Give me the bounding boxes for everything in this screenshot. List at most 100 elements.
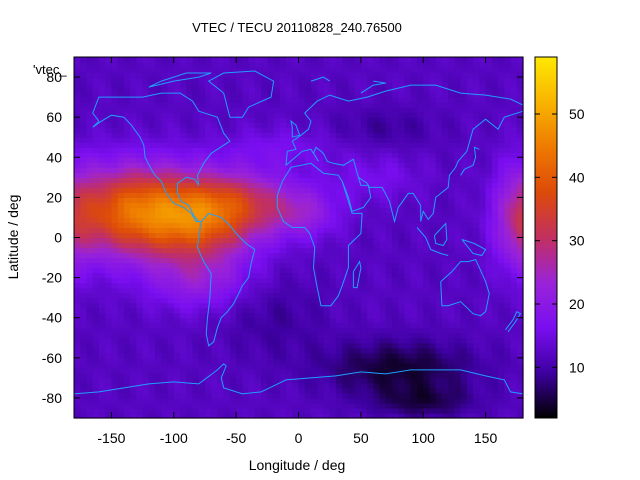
heatmap-cell bbox=[211, 382, 219, 389]
heatmap-cell bbox=[261, 127, 268, 133]
heatmap-cell bbox=[279, 352, 287, 359]
heatmap-cell bbox=[292, 342, 300, 349]
heatmap-cell bbox=[423, 177, 431, 183]
heatmap-cell bbox=[105, 172, 113, 178]
heatmap-cell bbox=[298, 152, 306, 158]
heatmap-cell bbox=[286, 317, 293, 324]
heatmap-cell bbox=[441, 117, 449, 123]
heatmap-cell bbox=[254, 407, 262, 414]
heatmap-cell bbox=[111, 62, 119, 68]
heatmap-cell bbox=[317, 352, 325, 359]
heatmap-cell bbox=[229, 362, 237, 369]
heatmap-cell bbox=[186, 312, 194, 319]
heatmap-cell bbox=[473, 122, 480, 128]
heatmap-cell bbox=[329, 232, 337, 239]
heatmap-cell bbox=[136, 97, 144, 103]
heatmap-cell bbox=[204, 217, 212, 224]
heatmap-cell bbox=[180, 317, 187, 324]
heatmap-cell bbox=[310, 262, 318, 269]
heatmap-cell bbox=[211, 242, 219, 249]
heatmap-cell bbox=[98, 242, 106, 249]
heatmap-cell bbox=[273, 207, 281, 214]
heatmap-cell bbox=[123, 302, 131, 309]
heatmap-cell bbox=[404, 87, 412, 93]
heatmap-cell bbox=[130, 377, 137, 384]
heatmap-cell bbox=[304, 362, 312, 369]
heatmap-cell bbox=[192, 342, 200, 349]
heatmap-cell bbox=[273, 122, 281, 128]
heatmap-cell bbox=[123, 267, 131, 274]
heatmap-cell bbox=[279, 57, 287, 63]
heatmap-cell bbox=[329, 147, 337, 153]
heatmap-cell bbox=[148, 382, 156, 389]
heatmap-cell bbox=[466, 172, 474, 178]
heatmap-cell bbox=[323, 307, 331, 314]
heatmap-cell bbox=[248, 227, 256, 234]
heatmap-cell bbox=[186, 247, 194, 254]
heatmap-cell bbox=[310, 232, 318, 239]
heatmap-cell bbox=[123, 117, 131, 123]
heatmap-cell bbox=[416, 382, 424, 389]
heatmap-cell bbox=[105, 277, 113, 284]
heatmap-cell bbox=[74, 142, 81, 148]
heatmap-cell bbox=[335, 322, 343, 329]
heatmap-cell bbox=[335, 392, 343, 399]
heatmap-cell bbox=[485, 62, 493, 68]
heatmap-cell bbox=[460, 352, 468, 359]
heatmap-cell bbox=[74, 247, 81, 254]
heatmap-cell bbox=[186, 212, 194, 219]
heatmap-cell bbox=[267, 137, 275, 143]
heatmap-cell bbox=[217, 292, 225, 299]
heatmap-cell bbox=[354, 362, 362, 369]
heatmap-cell bbox=[286, 117, 293, 123]
heatmap-cell bbox=[92, 232, 100, 239]
heatmap-cell bbox=[385, 162, 393, 168]
heatmap-cell bbox=[466, 122, 474, 128]
heatmap-cell bbox=[111, 367, 119, 374]
heatmap-cell bbox=[74, 347, 81, 354]
heatmap-cell bbox=[204, 392, 212, 399]
heatmap-cell bbox=[373, 167, 381, 173]
heatmap-cell bbox=[379, 382, 387, 389]
heatmap-cell bbox=[86, 232, 94, 239]
heatmap-cell bbox=[441, 292, 449, 299]
heatmap-cell bbox=[491, 212, 499, 219]
heatmap-cell bbox=[298, 182, 306, 188]
heatmap-cell bbox=[317, 192, 325, 198]
heatmap-cell bbox=[385, 347, 393, 354]
heatmap-cell bbox=[123, 197, 131, 203]
heatmap-cell bbox=[460, 347, 468, 354]
heatmap-cell bbox=[167, 252, 175, 259]
heatmap-cell bbox=[460, 402, 468, 409]
heatmap-cell bbox=[360, 102, 368, 108]
heatmap-cell bbox=[267, 167, 275, 173]
heatmap-cell bbox=[204, 377, 212, 384]
heatmap-cell bbox=[466, 62, 474, 68]
heatmap-cell bbox=[392, 157, 399, 163]
heatmap-cell bbox=[80, 272, 88, 279]
heatmap-cell bbox=[485, 397, 493, 404]
heatmap-cell bbox=[298, 192, 306, 198]
heatmap-cell bbox=[86, 112, 94, 118]
heatmap-cell bbox=[217, 57, 225, 63]
heatmap-cell bbox=[229, 202, 237, 209]
heatmap-cell bbox=[155, 282, 162, 289]
heatmap-cell bbox=[155, 257, 162, 264]
heatmap-cell bbox=[254, 252, 262, 259]
chart-title: VTEC / TECU 20110828_240.76500 bbox=[192, 20, 402, 35]
heatmap-cell bbox=[242, 302, 250, 309]
heatmap-cell bbox=[273, 352, 281, 359]
heatmap-cell bbox=[148, 337, 156, 344]
heatmap-cell bbox=[242, 307, 250, 314]
heatmap-cell bbox=[423, 337, 431, 344]
heatmap-cell bbox=[161, 227, 169, 234]
heatmap-cell bbox=[385, 232, 393, 239]
heatmap-cell bbox=[304, 397, 312, 404]
heatmap-cell bbox=[80, 282, 88, 289]
heatmap-cell bbox=[373, 397, 381, 404]
heatmap-cell bbox=[98, 97, 106, 103]
heatmap-cell bbox=[148, 182, 156, 188]
heatmap-cell bbox=[211, 107, 219, 113]
heatmap-cell bbox=[155, 222, 162, 229]
heatmap-cell bbox=[80, 182, 88, 188]
